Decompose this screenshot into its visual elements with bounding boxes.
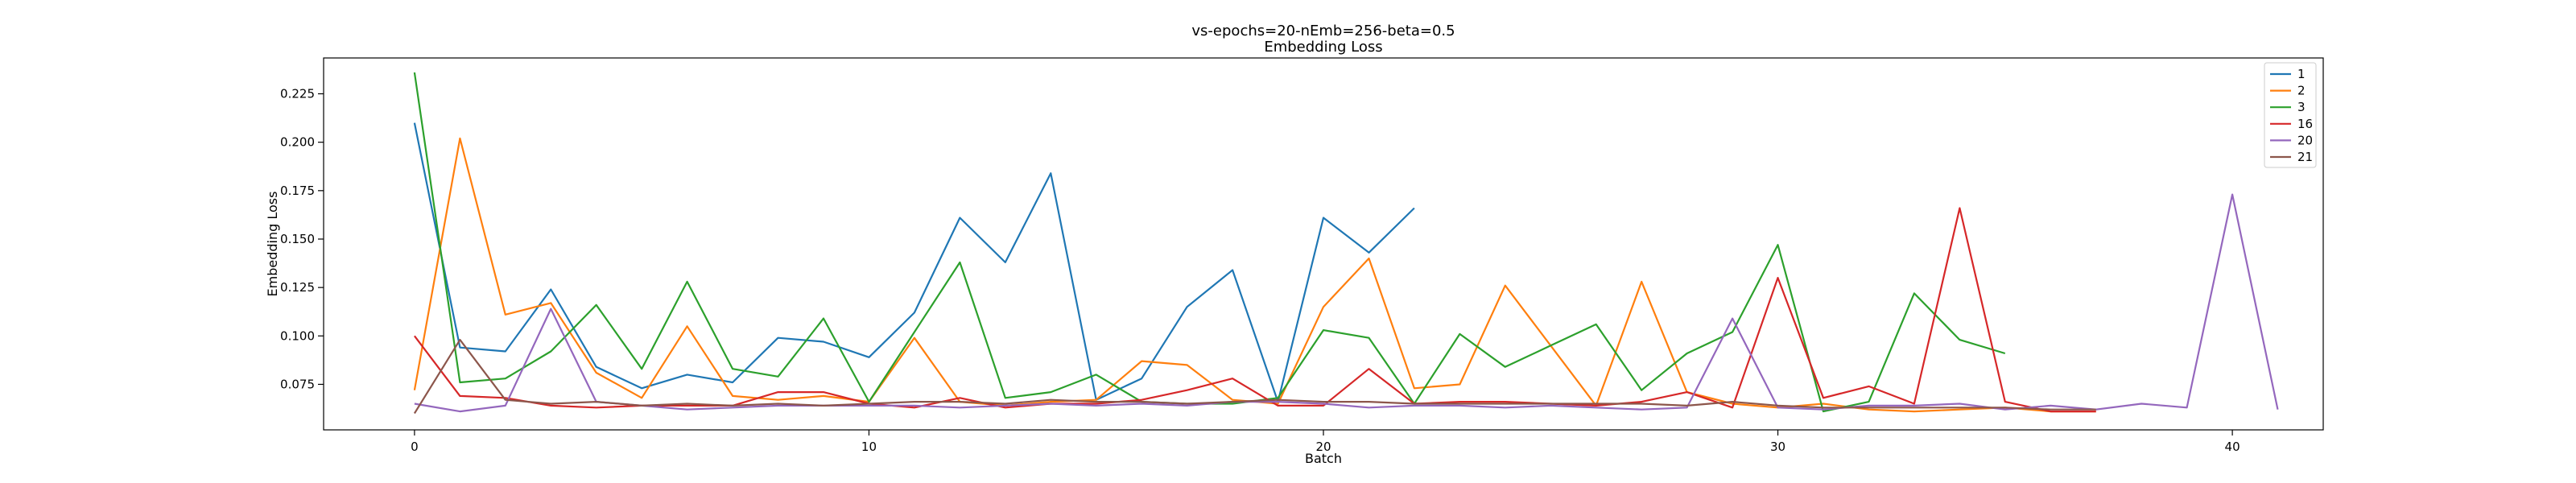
legend: 1 2 3 16 20 21 [2264, 62, 2317, 168]
y-axis-ticks: 0.075 0.100 0.125 0.150 0.175 0.200 0.225 [280, 87, 324, 391]
legend-label-1: 1 [2297, 67, 2306, 81]
legend-label-3: 3 [2297, 100, 2306, 114]
x-tick-label: 0 [411, 440, 419, 454]
y-tick-label: 0.200 [280, 135, 315, 150]
y-tick-label: 0.125 [280, 280, 315, 295]
x-tick-label: 10 [861, 440, 877, 454]
series-line-21 [413, 339, 2096, 415]
y-tick-label: 0.100 [280, 328, 315, 343]
x-tick-label: 20 [1315, 440, 1331, 454]
x-axis-ticks: 0 10 20 30 40 [411, 430, 2240, 454]
legend-label-2: 2 [2297, 84, 2306, 98]
legend-label-20: 20 [2297, 133, 2313, 147]
series-line-20 [414, 193, 2279, 413]
y-tick-label: 0.225 [280, 87, 315, 101]
legend-frame [2264, 62, 2317, 168]
series-line-16 [414, 207, 2096, 413]
chart-subtitle: Embedding Loss [1264, 39, 1382, 56]
x-axis-label: Batch [1305, 451, 1342, 466]
legend-label-16: 16 [2297, 117, 2313, 131]
x-tick-label: 30 [1770, 440, 1785, 454]
series-line-1 [413, 122, 1415, 403]
legend-label-21: 21 [2297, 150, 2313, 164]
y-axis-label: Embedding Loss [265, 192, 280, 297]
chart-title: vs-epochs=20-nEmb=256-beta=0.5 [1191, 23, 1455, 39]
y-tick-label: 0.175 [280, 184, 315, 198]
x-tick-label: 40 [2225, 440, 2240, 454]
series-layer [413, 72, 2279, 415]
y-tick-label: 0.075 [280, 377, 315, 391]
y-tick-label: 0.150 [280, 232, 315, 246]
